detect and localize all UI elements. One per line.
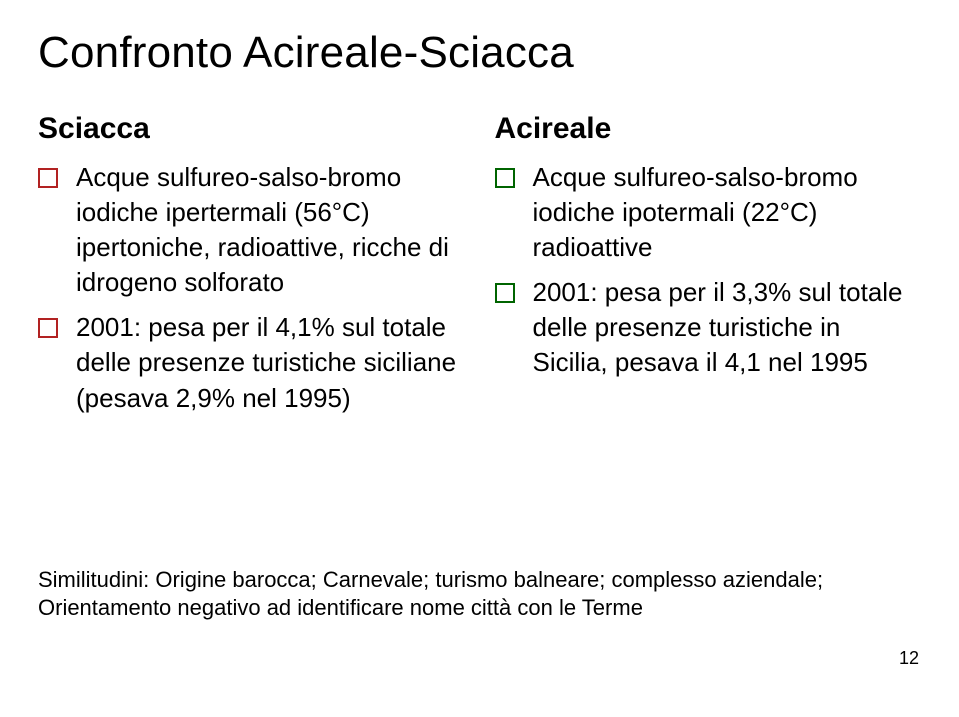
- footnote: Similitudini: Origine barocca; Carnevale…: [38, 566, 823, 623]
- bullet-text: Acque sulfureo-salso-bromo iodiche ipote…: [533, 160, 922, 265]
- list-item: 2001: pesa per il 4,1% sul totale delle …: [38, 310, 465, 415]
- bullet-text: 2001: pesa per il 4,1% sul totale delle …: [76, 310, 465, 415]
- square-bullet-icon: [495, 283, 515, 303]
- right-column: Acireale Acque sulfureo-salso-bromo iodi…: [495, 112, 922, 426]
- left-column: Sciacca Acque sulfureo-salso-bromo iodic…: [38, 112, 465, 426]
- list-item: 2001: pesa per il 3,3% sul totale delle …: [495, 275, 922, 380]
- page-number: 12: [899, 648, 919, 669]
- footnote-line2: Orientamento negativo ad identificare no…: [38, 595, 643, 620]
- square-bullet-icon: [495, 168, 515, 188]
- page-title: Confronto Acireale-Sciacca: [38, 28, 921, 78]
- list-item: Acque sulfureo-salso-bromo iodiche ipote…: [495, 160, 922, 265]
- list-item: Acque sulfureo-salso-bromo iodiche ipert…: [38, 160, 465, 300]
- footnote-line1: Similitudini: Origine barocca; Carnevale…: [38, 567, 823, 592]
- bullet-text: Acque sulfureo-salso-bromo iodiche ipert…: [76, 160, 465, 300]
- square-bullet-icon: [38, 168, 58, 188]
- two-column-layout: Sciacca Acque sulfureo-salso-bromo iodic…: [38, 112, 921, 426]
- square-bullet-icon: [38, 318, 58, 338]
- right-heading: Acireale: [495, 112, 922, 146]
- left-heading: Sciacca: [38, 112, 465, 146]
- slide: Confronto Acireale-Sciacca Sciacca Acque…: [0, 0, 959, 717]
- bullet-text: 2001: pesa per il 3,3% sul totale delle …: [533, 275, 922, 380]
